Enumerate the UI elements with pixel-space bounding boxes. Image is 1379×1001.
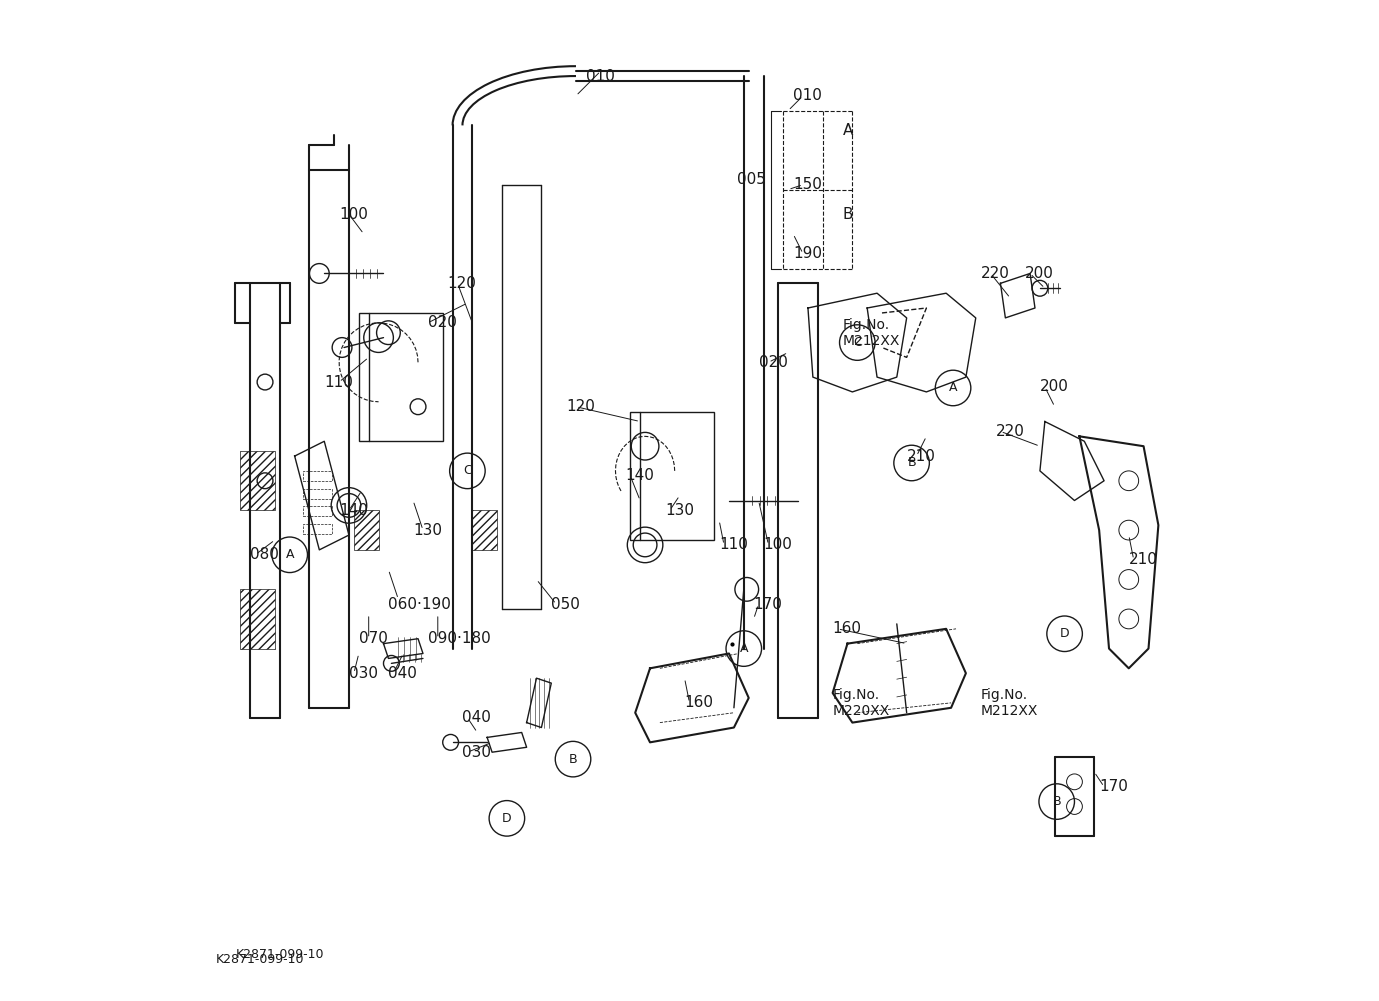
- Text: 200: 200: [1040, 379, 1069, 394]
- Bar: [302, 525, 332, 535]
- Bar: [473, 511, 496, 550]
- Text: 120: 120: [567, 399, 594, 414]
- Bar: [302, 488, 332, 498]
- Text: 160: 160: [833, 622, 862, 637]
- Text: C: C: [463, 464, 472, 477]
- Bar: [302, 507, 332, 517]
- Text: B: B: [1052, 795, 1060, 808]
- Text: 130: 130: [665, 503, 694, 518]
- Text: 020: 020: [758, 354, 787, 369]
- Text: 020: 020: [427, 315, 456, 330]
- Bar: [302, 470, 332, 480]
- Text: 220: 220: [980, 266, 1009, 281]
- Circle shape: [443, 735, 458, 750]
- Text: 210: 210: [906, 448, 935, 463]
- Bar: [240, 451, 274, 511]
- Text: 110: 110: [718, 538, 747, 553]
- Text: Fig.No.
M212XX: Fig.No. M212XX: [980, 688, 1038, 718]
- Bar: [354, 511, 379, 550]
- Text: 040: 040: [389, 666, 418, 681]
- Text: 010: 010: [586, 68, 615, 83]
- Text: 080: 080: [250, 548, 279, 563]
- Text: 070: 070: [359, 632, 387, 647]
- Text: 050: 050: [552, 597, 581, 612]
- Text: 090·180: 090·180: [427, 632, 491, 647]
- Bar: [240, 590, 274, 649]
- Text: A: A: [285, 549, 294, 562]
- Text: D: D: [1060, 628, 1070, 641]
- Text: A: A: [949, 381, 957, 394]
- Text: 210: 210: [1129, 553, 1157, 568]
- Text: 200: 200: [1025, 266, 1054, 281]
- Text: 010: 010: [793, 88, 822, 103]
- Text: A: A: [739, 642, 747, 655]
- Text: Fig.No.
M220XX: Fig.No. M220XX: [833, 688, 889, 718]
- Text: Fig.No.
M212XX: Fig.No. M212XX: [843, 317, 900, 347]
- Text: 100: 100: [764, 538, 793, 553]
- Circle shape: [383, 656, 400, 672]
- Text: D: D: [502, 812, 512, 825]
- Text: 040: 040: [462, 710, 491, 725]
- Text: A: A: [843, 123, 852, 138]
- Text: 005: 005: [736, 172, 765, 187]
- Text: 140: 140: [339, 503, 368, 518]
- Circle shape: [309, 263, 330, 283]
- Text: B: B: [843, 207, 854, 222]
- Text: 030: 030: [462, 745, 491, 760]
- Text: 060·190: 060·190: [389, 597, 451, 612]
- Text: 130: 130: [414, 523, 443, 538]
- Text: B: B: [568, 753, 578, 766]
- Text: 160: 160: [684, 696, 713, 711]
- Text: 110: 110: [324, 374, 353, 389]
- Text: 120: 120: [448, 276, 477, 291]
- Text: 170: 170: [754, 597, 782, 612]
- Text: 220: 220: [996, 423, 1025, 438]
- Text: 030: 030: [349, 666, 378, 681]
- Text: K2871-099-10: K2871-099-10: [215, 953, 305, 966]
- Text: C: C: [854, 336, 862, 349]
- Text: B: B: [907, 456, 916, 469]
- Text: 100: 100: [339, 207, 368, 222]
- Text: 170: 170: [1099, 779, 1128, 794]
- Text: 150: 150: [793, 177, 822, 192]
- Text: 190: 190: [793, 246, 822, 261]
- Text: 140: 140: [625, 468, 654, 483]
- Text: K2871-099-10: K2871-099-10: [236, 948, 324, 961]
